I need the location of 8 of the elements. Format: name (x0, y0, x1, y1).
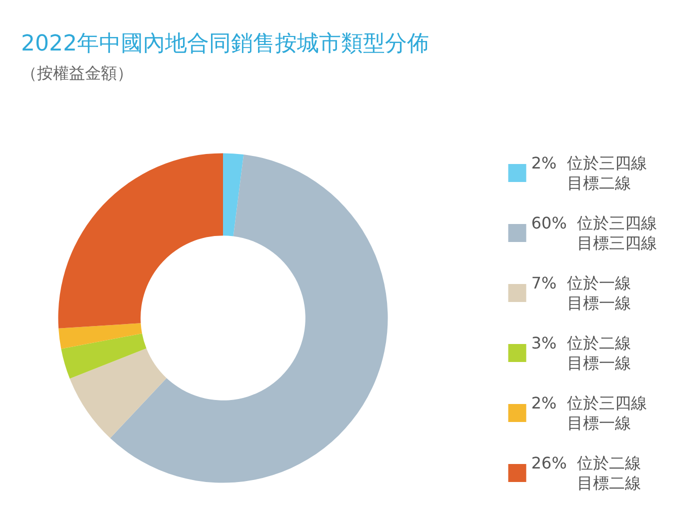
legend-label: 26% 位於二線目標二線 (531, 454, 642, 492)
legend-label: 2% 位於三四線目標一線 (531, 394, 647, 432)
chart-title: 2022年中國內地合同銷售按城市類型分佈 (21, 32, 429, 56)
chart-subtitle: （按權益金額） (21, 64, 133, 82)
legend-label: 60% 位於三四線目標三四線 (531, 214, 658, 252)
legend-label: 2% 位於三四線目標二線 (531, 154, 647, 192)
legend-label: 3% 位於二線目標一線 (531, 334, 631, 372)
legend-label: 7% 位於一線目標一線 (531, 274, 631, 312)
